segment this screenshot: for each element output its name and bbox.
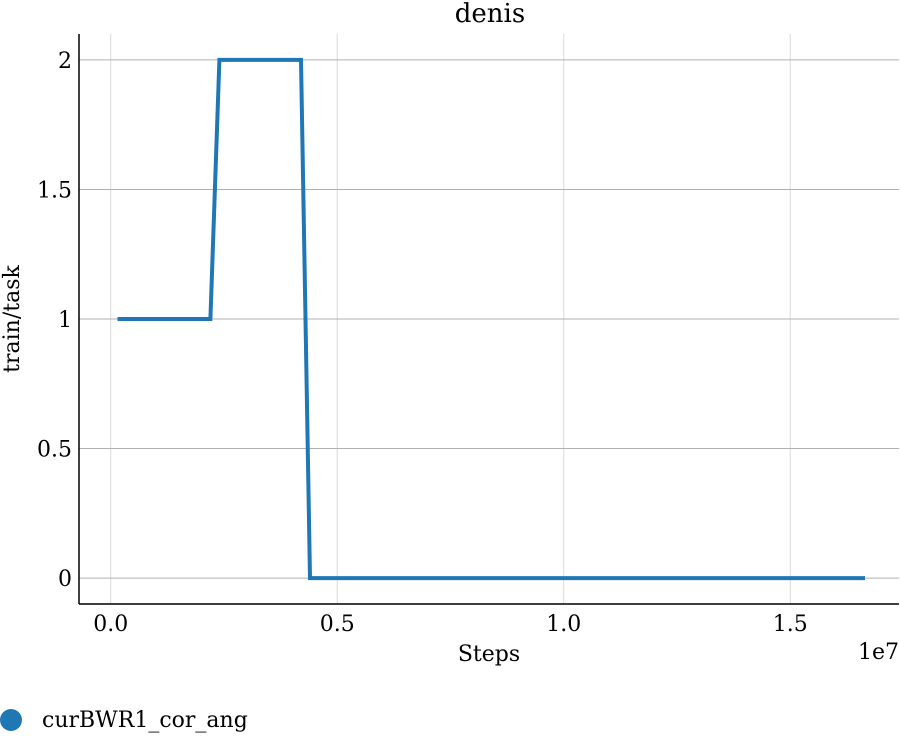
x-tick-label: 0.0	[93, 612, 128, 637]
legend: curBWR1_cor_ang	[0, 704, 248, 736]
x-axis-label: Steps	[458, 642, 520, 667]
axes	[78, 34, 899, 605]
tick-labels: 0.0 0.5 1.0 1.5 0 0.5 1 1.5 2	[37, 49, 808, 637]
series-group	[117, 57, 865, 581]
x-tick-label: 1.0	[546, 612, 581, 637]
line-chart: 0.0 0.5 1.0 1.5 0 0.5 1 1.5 2 denis Steps train/…	[0, 0, 899, 667]
y-tick-label: 0	[58, 567, 72, 592]
series-line-curBWR1_cor_ang	[117, 57, 865, 581]
legend-swatch	[0, 709, 22, 731]
y-tick-label: 2	[58, 49, 72, 74]
y-tick-label: 1	[58, 308, 72, 333]
legend-label: curBWR1_cor_ang	[42, 707, 248, 733]
x-tick-label: 1.5	[773, 612, 808, 637]
y-axis-label: train/task	[0, 264, 25, 372]
x-tick-label: 0.5	[320, 612, 355, 637]
x-axis-offset-label: 1e7	[858, 640, 899, 665]
y-tick-label: 0.5	[37, 438, 72, 463]
y-tick-label: 1.5	[37, 178, 72, 203]
chart-title: denis	[455, 0, 525, 29]
